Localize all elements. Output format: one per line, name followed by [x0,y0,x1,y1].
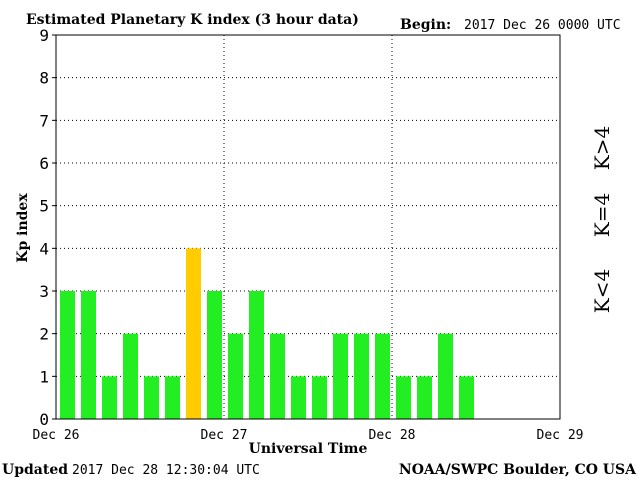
x-tick-label: Dec 29 [537,428,584,443]
plot-frame [55,34,561,420]
kp-bar [354,333,369,419]
y-tick-label: 5 [39,197,49,216]
updated-value: 2017 Dec 28 12:30:04 UTC [72,463,260,478]
kp-bar [291,376,306,419]
x-ticks: Dec 26 Dec 27 Dec 28 Dec 29 [33,428,584,443]
kp-bar [396,376,411,419]
y-tick-label: 3 [39,282,49,301]
kp-bar [333,333,348,419]
bars [60,248,474,419]
kp-bar [186,248,201,419]
x-axis-label: Universal Time [249,441,368,457]
kp-bar [228,333,243,419]
y-tick-label: 2 [39,325,49,344]
x-tick-label: Dec 28 [369,428,416,443]
y-tick-label: 9 [39,26,49,45]
kp-bar [249,291,264,419]
y-tick-label: 6 [39,154,49,173]
credit-text: NOAA/SWPC Boulder, CO USA [399,462,637,478]
y-tick-label: 0 [39,410,49,429]
kp-bar [270,333,285,419]
kp-bar [207,291,222,419]
updated-label: Updated [2,462,68,478]
begin-value: 2017 Dec 26 0000 UTC [464,18,621,33]
y-tick-label: 7 [39,111,49,130]
y-tick-label: 1 [39,367,49,386]
y-tick-label: 8 [39,69,49,88]
legend-k-equal-4: K=4 [590,193,614,237]
kp-bar [459,376,474,419]
kp-bar [144,376,159,419]
kp-bar [81,291,96,419]
kp-bar [417,376,432,419]
x-tick-label: Dec 26 [33,428,80,443]
legend-k-above-4: K>4 [590,126,614,170]
kp-bar [438,333,453,419]
kp-bar [375,333,390,419]
kp-bar [165,376,180,419]
grid-lines [56,35,560,419]
kp-bar [123,333,138,419]
x-tick-label: Dec 27 [201,428,248,443]
kp-bar [312,376,327,419]
y-axis-label: Kp index [15,193,31,263]
kp-bar [60,291,75,419]
legend-k-below-4: K<4 [590,269,614,313]
kp-bar [102,376,117,419]
y-tick-label: 4 [39,239,49,258]
chart-title: Estimated Planetary K index (3 hour data… [26,12,359,28]
begin-label: Begin: [400,17,451,33]
y-ticks: 0 1 2 3 4 5 6 7 8 9 [39,26,56,429]
